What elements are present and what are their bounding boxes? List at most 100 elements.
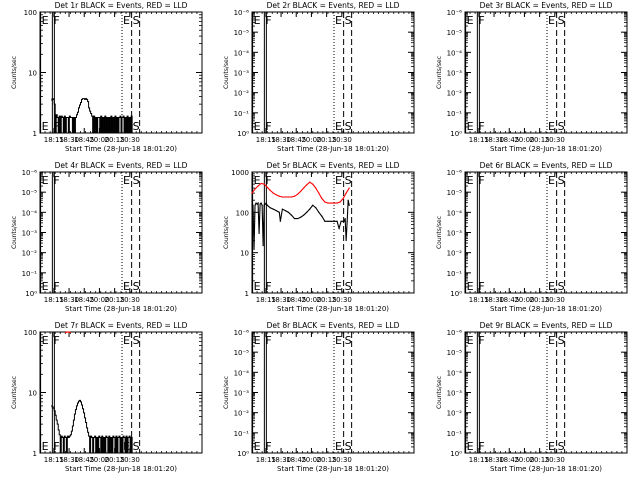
marker-label: E — [335, 280, 342, 293]
x-tick-label: 20:00 — [514, 296, 534, 304]
data-point-lld — [260, 182, 262, 185]
y-tick-label: 10⁻¹ — [447, 430, 463, 438]
y-tick-label: 1 — [33, 450, 37, 458]
y-tick-label: 10⁰ — [450, 450, 462, 458]
data-point-lld — [309, 181, 311, 183]
chart-panel-3: Det 3r BLACK = Events, RED = LLD Start Ti… — [436, 1, 628, 153]
chart-title: Det 1r BLACK = Events, RED = LLD — [55, 1, 188, 10]
data-point-events — [269, 207, 271, 209]
data-point-lld — [324, 201, 326, 203]
y-axis-label: Counts/sec — [436, 376, 443, 409]
data-point-lld — [257, 185, 259, 187]
y-tick-label: 10⁻² — [234, 410, 250, 418]
x-tick-label: 18:45 — [499, 456, 519, 464]
data-point-events — [309, 208, 311, 210]
marker-label: E — [254, 334, 261, 347]
y-tick-label: 1 — [33, 130, 37, 138]
marker-label: S — [558, 174, 565, 187]
x-tick-label: 18:30 — [271, 296, 291, 304]
plot-frame — [464, 171, 628, 294]
y-tick-label: 10⁻³ — [234, 390, 250, 398]
data-point-lld — [339, 201, 341, 203]
data-point-events — [254, 204, 256, 206]
marker-label: S — [133, 174, 140, 187]
marker-label: E — [254, 440, 261, 453]
x-tick-label: 18:45 — [74, 296, 94, 304]
marker-label: S — [345, 334, 352, 347]
y-tick-label: 10⁻¹ — [22, 270, 38, 278]
y-axis-label: Counts/sec — [11, 376, 18, 409]
marker-label: S — [133, 120, 140, 133]
data-point-events — [253, 248, 255, 251]
marker-label: E — [123, 14, 130, 27]
marker-label: E — [42, 14, 49, 27]
x-tick-label: 18:15 — [469, 456, 489, 464]
x-tick-label: 18:30 — [484, 456, 504, 464]
data-point-events — [264, 203, 266, 205]
marker-label: E — [548, 440, 555, 453]
y-tick-label: 10⁻⁵ — [22, 189, 38, 197]
x-tick-label: 20:00 — [301, 456, 321, 464]
data-point-events — [303, 214, 305, 216]
data-point-events — [281, 208, 283, 210]
plot-frame — [39, 171, 203, 294]
data-point-lld — [67, 331, 69, 333]
data-point-events — [260, 202, 262, 204]
y-tick-label: 1 — [245, 290, 249, 298]
x-tick-label: 20:00 — [301, 136, 321, 144]
marker-label: F — [265, 280, 271, 293]
y-tick-label: 10⁻⁴ — [447, 369, 463, 377]
marker-label: E — [335, 120, 342, 133]
y-axis-label: Counts/sec — [436, 56, 443, 89]
y-tick-label: 10 — [28, 390, 37, 398]
marker-label: S — [133, 334, 140, 347]
x-axis-label: Start Time (28-Jun-18 18:01:20) — [490, 305, 602, 313]
marker-label: E — [467, 120, 474, 133]
data-point-lld — [306, 184, 308, 186]
chart-title: Det 8r BLACK = Events, RED = LLD — [267, 321, 400, 330]
data-point-events — [327, 220, 329, 222]
marker-label: E — [548, 280, 555, 293]
y-tick-label: 10⁻⁵ — [447, 29, 463, 37]
y-tick-label: 100 — [24, 9, 37, 17]
data-point-events — [262, 244, 264, 247]
y-tick-label: 10⁻² — [447, 410, 463, 418]
marker-label: F — [478, 120, 484, 133]
chart-panel-9: Det 9r BLACK = Events, RED = LLD Start Ti… — [436, 321, 628, 473]
marker-label: S — [345, 120, 352, 133]
x-tick-label: 20:00 — [89, 296, 109, 304]
data-point-lld — [303, 187, 305, 189]
y-tick-label: 10⁰ — [237, 450, 249, 458]
y-axis-label: Counts/sec — [223, 216, 230, 249]
x-tick-label: 20:00 — [514, 136, 534, 144]
data-point-events — [347, 199, 349, 201]
x-tick-label: 20:30 — [120, 136, 140, 144]
y-tick-label: 10⁰ — [237, 130, 249, 138]
data-point-lld — [254, 188, 256, 190]
y-tick-label: 10⁰ — [450, 290, 462, 298]
chart-panel-2: Det 2r BLACK = Events, RED = LLD Start Ti… — [223, 1, 415, 153]
y-tick-label: 100 — [24, 329, 37, 337]
data-point-events — [343, 220, 345, 222]
marker-label: E — [254, 174, 261, 187]
y-tick-label: 10⁻⁵ — [234, 29, 250, 37]
x-axis-label: Start Time (28-Jun-18 18:01:20) — [277, 465, 389, 473]
y-tick-label: 10⁻³ — [447, 70, 463, 78]
y-axis-label: Counts/sec — [436, 216, 443, 249]
x-tick-label: 20:15 — [105, 296, 125, 304]
y-tick-label: 10⁻⁶ — [234, 329, 250, 337]
x-tick-label: 18:45 — [286, 296, 306, 304]
data-point-events — [348, 204, 350, 206]
marker-label: F — [53, 334, 59, 347]
x-tick-label: 18:30 — [271, 136, 291, 144]
data-point-lld — [68, 331, 70, 333]
chart-title: Det 3r BLACK = Events, RED = LLD — [480, 1, 613, 10]
y-tick-label: 10⁻² — [447, 90, 463, 98]
chart-panel-1: Det 1r BLACK = Events, RED = LLD Start Ti… — [11, 1, 203, 153]
x-axis-label: Start Time (28-Jun-18 18:01:20) — [490, 145, 602, 153]
x-tick-label: 18:15 — [256, 136, 276, 144]
y-tick-label: 10 — [240, 250, 249, 258]
marker-label: E — [467, 280, 474, 293]
data-point-lld — [293, 195, 296, 197]
chart-title: Det 5r BLACK = Events, RED = LLD — [267, 161, 400, 170]
